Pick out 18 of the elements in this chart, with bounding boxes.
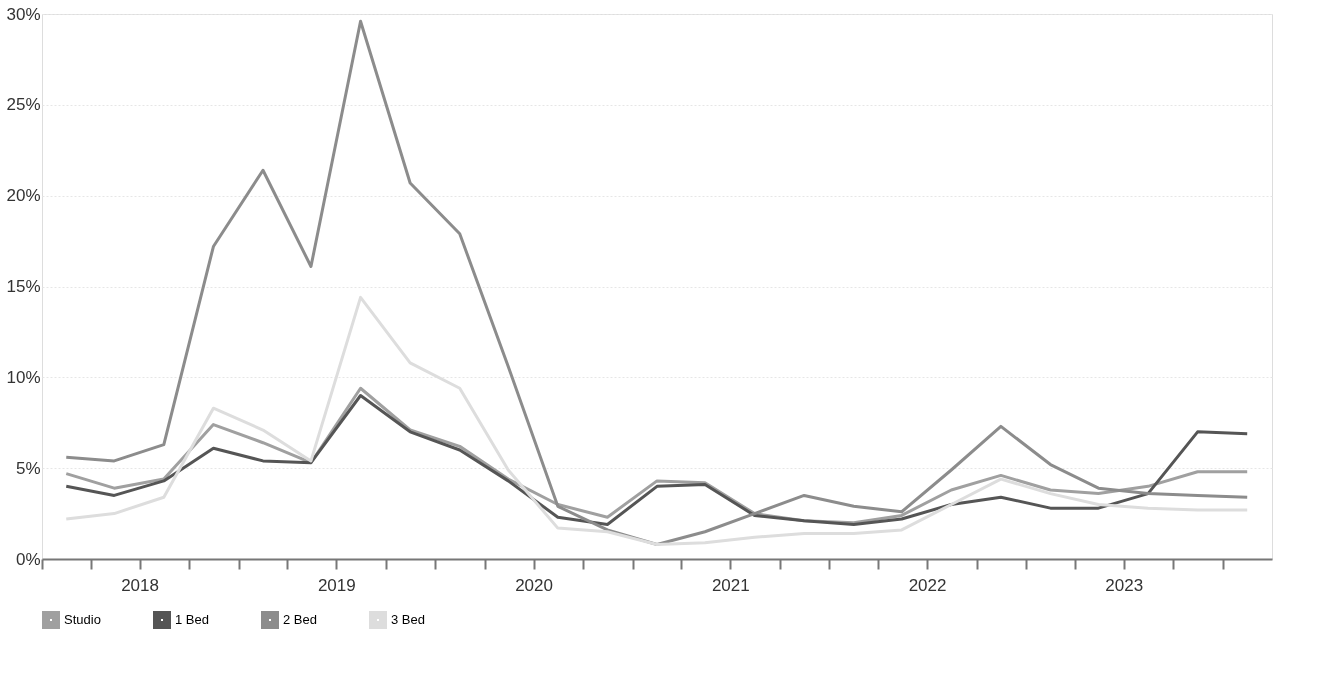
x-tick-label: 2020 bbox=[515, 575, 553, 595]
legend-label: Studio bbox=[64, 612, 101, 627]
x-tick-label: 2023 bbox=[1105, 575, 1144, 595]
x-tick-label: 2018 bbox=[121, 575, 159, 595]
y-tick-label: 30% bbox=[6, 4, 41, 24]
x-tick-label: 2022 bbox=[908, 575, 947, 595]
y-tick-label: 0% bbox=[15, 549, 41, 569]
y-tick-label: 10% bbox=[6, 367, 41, 387]
legend-label: 2 Bed bbox=[283, 612, 317, 627]
y-tick-label: 5% bbox=[15, 458, 41, 478]
line-series bbox=[64, 19, 1249, 546]
y-tick-label: 25% bbox=[6, 95, 41, 115]
y-tick-label: 15% bbox=[6, 277, 41, 296]
legend-label: 1 Bed bbox=[175, 612, 209, 627]
x-tick-label: 2021 bbox=[711, 575, 750, 595]
x-tick-label: 2019 bbox=[317, 575, 356, 595]
legend-label: 3 Bed bbox=[391, 612, 425, 627]
y-tick-label: 20% bbox=[6, 186, 41, 206]
